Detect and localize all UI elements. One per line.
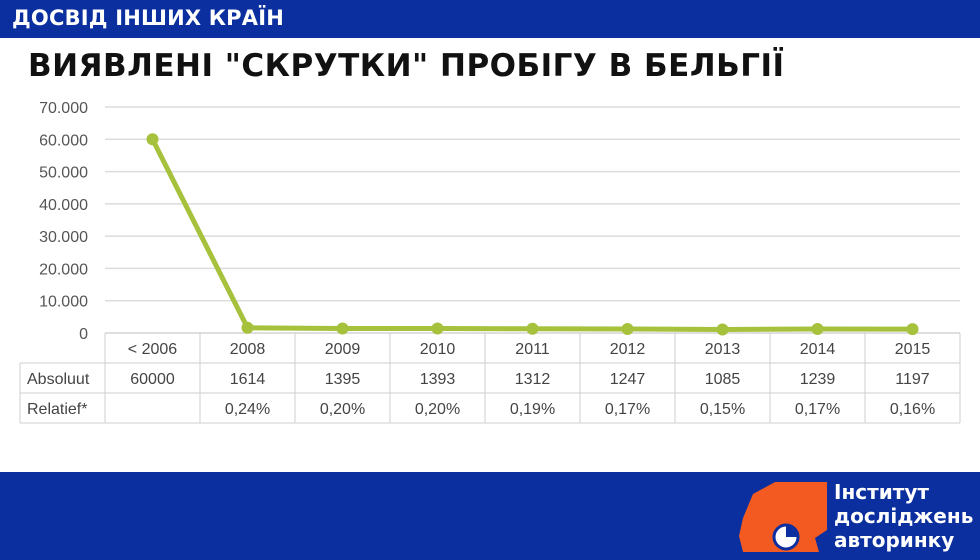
data-point bbox=[241, 321, 254, 334]
data-point bbox=[906, 323, 919, 336]
logo-line-2: досліджень bbox=[834, 504, 974, 528]
logo-line-3: авторинку bbox=[834, 528, 955, 552]
data-point bbox=[811, 322, 824, 335]
table-cell: 0,20% bbox=[320, 401, 365, 418]
logo-text: Інститут досліджень авторинку bbox=[834, 480, 973, 552]
table-cell: 0,17% bbox=[605, 401, 650, 418]
table-cell: 1197 bbox=[895, 371, 930, 388]
table-cell: 1312 bbox=[515, 371, 551, 388]
table-cell: 0,15% bbox=[700, 401, 745, 418]
table-row-label: Absoluut bbox=[27, 371, 90, 388]
data-point bbox=[526, 322, 539, 335]
section-label: ДОСВІД ІНШИХ КРАЇН bbox=[12, 6, 285, 30]
data-point bbox=[336, 322, 349, 335]
x-category-label: 2014 bbox=[800, 341, 836, 358]
table-cell: 1395 bbox=[325, 371, 361, 388]
logo-pie-slice bbox=[786, 525, 798, 537]
y-tick-label: 60.000 bbox=[39, 132, 88, 149]
x-category-label: 2012 bbox=[610, 341, 646, 358]
institute-logo-mark bbox=[739, 482, 827, 552]
y-tick-label: 50.000 bbox=[39, 165, 88, 182]
x-category-label: 2013 bbox=[705, 341, 741, 358]
table-cell: 0,20% bbox=[415, 401, 460, 418]
y-tick-label: 30.000 bbox=[39, 229, 88, 246]
data-point bbox=[146, 133, 159, 146]
table-cell: 1614 bbox=[230, 371, 266, 388]
logo-orange-shape bbox=[739, 482, 827, 552]
table-cell: 0,17% bbox=[795, 401, 840, 418]
table-cell: 60000 bbox=[130, 371, 175, 388]
x-category-label: 2011 bbox=[515, 341, 550, 358]
y-tick-label: 0 bbox=[79, 326, 88, 343]
y-tick-label: 70.000 bbox=[39, 100, 88, 117]
table-cell: 1085 bbox=[705, 371, 741, 388]
x-category-label: 2008 bbox=[230, 341, 266, 358]
table-row-label: Relatief* bbox=[27, 401, 87, 418]
footer-bar bbox=[0, 472, 980, 560]
logo-line-1: Інститут bbox=[834, 480, 929, 504]
x-category-label: 2015 bbox=[895, 341, 931, 358]
data-point bbox=[716, 323, 729, 336]
data-point bbox=[431, 322, 444, 335]
x-category-label: < 2006 bbox=[128, 341, 177, 358]
section-header-bar: ДОСВІД ІНШИХ КРАЇН bbox=[0, 0, 980, 38]
slide-title: ВИЯВЛЕНІ "СКРУТКИ" ПРОБІГУ В БЕЛЬГІЇ bbox=[28, 48, 785, 84]
y-tick-label: 10.000 bbox=[39, 294, 88, 311]
y-tick-label: 40.000 bbox=[39, 197, 88, 214]
x-category-label: 2010 bbox=[420, 341, 456, 358]
y-tick-label: 20.000 bbox=[39, 261, 88, 278]
table-cell: 0,19% bbox=[510, 401, 555, 418]
table-cell: 1239 bbox=[800, 371, 836, 388]
table-cell: 1393 bbox=[420, 371, 456, 388]
line-chart: 0 10.000 20.000 30.000 40.000 50.000 60.000 70.… bbox=[19, 100, 961, 424]
data-point bbox=[621, 322, 634, 335]
table-cell: 1247 bbox=[610, 371, 646, 388]
x-category-label: 2009 bbox=[325, 341, 361, 358]
table-cell: 0,16% bbox=[890, 401, 935, 418]
table-cell: 0,24% bbox=[225, 401, 270, 418]
